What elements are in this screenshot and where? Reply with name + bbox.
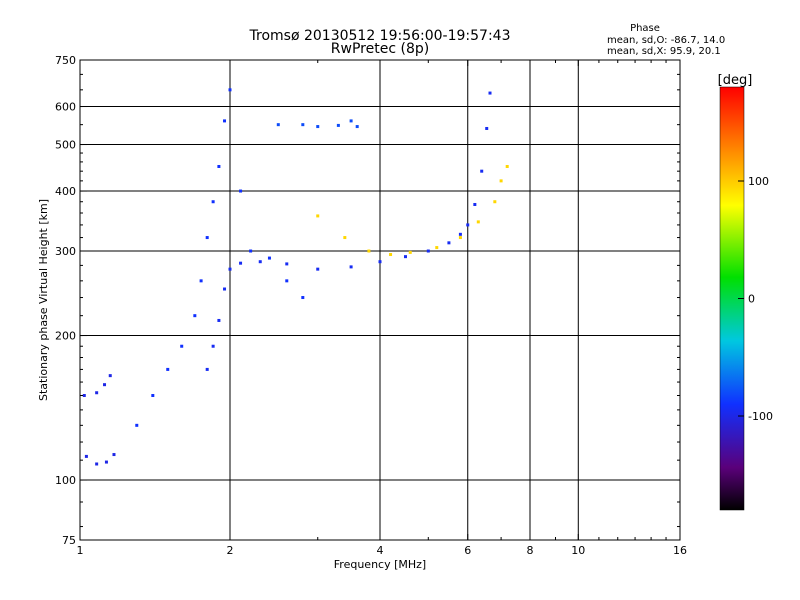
- plot-area: 1 2 4 6 8 10 16 75 100 200 300 400 500 600 750: [55, 54, 687, 557]
- y-tick-label: 600: [55, 101, 76, 114]
- echo-point: [95, 462, 99, 466]
- echo-point: [505, 164, 509, 168]
- echo-point: [389, 253, 393, 257]
- echo-point: [343, 236, 347, 240]
- echo-point: [476, 220, 480, 224]
- echo-point: [493, 200, 497, 204]
- echo-point: [316, 125, 320, 129]
- y-axis-label: Stationary phase Virtual Height [km]: [37, 199, 50, 401]
- echo-point: [316, 267, 320, 271]
- y-gridlines: [80, 106, 680, 481]
- colorbar-tick-label: -100: [748, 410, 773, 423]
- echo-point: [403, 255, 407, 259]
- echo-point: [193, 314, 197, 318]
- echo-point: [499, 179, 503, 183]
- echo-point: [205, 367, 209, 371]
- echo-point: [199, 279, 203, 283]
- echo-point: [228, 267, 232, 271]
- echo-point: [349, 119, 353, 123]
- echo-point: [104, 460, 108, 464]
- chart-subtitle: RwPretec (8p): [331, 41, 429, 57]
- colorbar-ticks: 100 0 -100: [738, 175, 773, 423]
- echo-point: [84, 454, 88, 458]
- echo-point: [95, 391, 99, 395]
- y-tick-label: 500: [55, 139, 76, 152]
- echo-point: [485, 126, 489, 130]
- echo-point: [316, 214, 320, 218]
- echo-point: [408, 250, 412, 254]
- echo-point: [355, 125, 359, 129]
- x-tick-label: 2: [227, 544, 234, 557]
- echo-point: [447, 241, 451, 245]
- x-axis-ticks: 1 2 4 6 8 10 16: [77, 60, 687, 557]
- x-tick-label: 16: [673, 544, 687, 557]
- stats-line-x: mean, sd,X: 95.9, 20.1: [607, 46, 721, 57]
- chart-title: Tromsø 20130512 19:56:00-19:57:43: [249, 28, 511, 44]
- stats-heading: Phase: [630, 23, 660, 34]
- echo-point: [211, 200, 215, 204]
- colorbar-tick-label: 0: [748, 293, 755, 306]
- echo-point: [488, 91, 492, 95]
- colorbar-label: [deg]: [718, 73, 753, 88]
- echo-point: [151, 394, 155, 398]
- echo-point: [349, 265, 353, 269]
- echo-point: [480, 169, 484, 173]
- echo-point: [285, 262, 289, 266]
- y-tick-label: 750: [55, 54, 76, 67]
- echo-point: [367, 249, 371, 253]
- echo-point: [473, 202, 477, 206]
- echo-points: [82, 88, 509, 466]
- echo-point: [166, 367, 170, 371]
- colorbar: [deg] 100 0 -100: [718, 73, 773, 511]
- echo-point: [466, 223, 470, 227]
- y-axis-ticks: 75 100 200 300 400 500 600 750: [55, 54, 680, 547]
- echo-point: [435, 246, 439, 250]
- echo-point: [285, 279, 289, 283]
- y-tick-label: 200: [55, 330, 76, 343]
- stats-box: Phase mean, sd,O: -86.7, 14.0 mean, sd,X…: [607, 23, 725, 57]
- y-tick-label: 400: [55, 185, 76, 198]
- echo-point: [301, 123, 305, 127]
- x-tick-label: 8: [527, 544, 534, 557]
- echo-point: [258, 260, 262, 264]
- colorbar-tick-label: 100: [748, 175, 769, 188]
- echo-point: [301, 296, 305, 300]
- stats-line-o: mean, sd,O: -86.7, 14.0: [607, 35, 725, 46]
- echo-point: [180, 344, 184, 348]
- echo-point: [336, 123, 340, 127]
- echo-point: [82, 394, 86, 398]
- echo-point: [223, 287, 227, 291]
- echo-point: [223, 119, 227, 123]
- y-tick-label: 75: [62, 534, 76, 547]
- echo-point: [249, 249, 253, 253]
- x-gridlines: [229, 60, 579, 540]
- echo-point: [228, 88, 232, 92]
- x-tick-label: 1: [77, 544, 84, 557]
- x-tick-label: 6: [464, 544, 471, 557]
- echo-point: [267, 256, 271, 260]
- echo-point: [378, 260, 382, 264]
- echo-point: [103, 383, 107, 387]
- echo-point: [205, 236, 209, 240]
- echo-point: [217, 318, 221, 322]
- echo-point: [239, 261, 243, 265]
- x-tick-label: 4: [377, 544, 384, 557]
- echo-point: [211, 344, 215, 348]
- y-tick-label: 300: [55, 245, 76, 258]
- x-axis-label: Frequency [MHz]: [334, 558, 426, 571]
- echo-point: [135, 423, 139, 427]
- echo-point: [276, 123, 280, 127]
- y-tick-label: 100: [55, 474, 76, 487]
- x-tick-label: 10: [571, 544, 585, 557]
- echo-point: [217, 164, 221, 168]
- echo-point: [426, 249, 430, 253]
- echo-point: [112, 453, 116, 457]
- echo-point: [239, 189, 243, 193]
- echo-point: [108, 374, 112, 378]
- echo-point: [458, 232, 462, 236]
- echo-point: [458, 236, 462, 240]
